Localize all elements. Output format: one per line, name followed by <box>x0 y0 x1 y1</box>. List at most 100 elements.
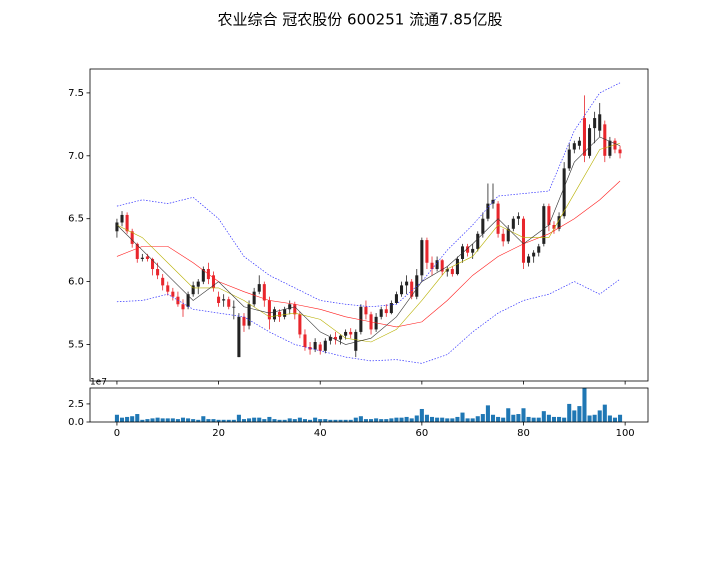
candle-body <box>435 260 439 270</box>
volume-bar <box>145 419 150 422</box>
candle-body <box>156 269 160 276</box>
x-tick-label: 20 <box>212 428 225 439</box>
candle-body <box>588 128 592 156</box>
candle-body <box>161 277 165 286</box>
x-tick-label: 60 <box>415 428 428 439</box>
volume-bar <box>323 419 328 422</box>
volume-bar <box>485 405 490 422</box>
candle-body <box>211 275 216 288</box>
volume-bar <box>348 419 353 422</box>
candle-body <box>430 262 434 270</box>
candle-body <box>521 218 526 263</box>
volume-bar <box>465 418 470 422</box>
volume-bar <box>257 417 262 422</box>
volume-bar <box>424 414 429 422</box>
volume-bar <box>363 419 368 422</box>
volume-bar <box>353 417 358 422</box>
candle-body <box>145 256 149 259</box>
candle-body <box>547 206 551 225</box>
candle-body <box>440 260 444 272</box>
volume-bar <box>496 416 501 422</box>
candle-body <box>293 304 297 315</box>
volume-bar <box>262 419 267 422</box>
volume-bar <box>394 417 399 422</box>
candle-body <box>140 257 144 259</box>
volume-bar <box>409 418 414 422</box>
volume-bar <box>216 419 221 422</box>
line <box>116 82 621 308</box>
y-tick-label: 5.5 <box>68 340 84 351</box>
volume-bar <box>516 414 521 422</box>
candle-body <box>267 300 271 320</box>
candle-body <box>476 233 480 249</box>
y-tick-label: 7.5 <box>68 88 84 99</box>
volume-bar <box>191 419 196 422</box>
candle-body <box>486 203 490 219</box>
volume-bar <box>221 419 226 422</box>
candle-body <box>582 118 586 156</box>
candle-body <box>379 309 383 317</box>
volume-bar <box>602 404 607 422</box>
volume-bar <box>618 414 623 422</box>
candle-body <box>384 309 388 314</box>
candle-body <box>232 306 236 308</box>
candle-body <box>389 303 393 314</box>
volume-bar <box>419 408 424 422</box>
volume-bar <box>302 419 307 422</box>
x-tick-label: 40 <box>314 428 327 439</box>
volume-bar <box>414 415 419 422</box>
volume-bar <box>435 417 440 422</box>
candle-body <box>394 294 398 303</box>
volume-bar <box>201 416 206 422</box>
candle-body <box>120 214 124 223</box>
candle-body <box>262 284 266 301</box>
volume-bar <box>297 417 302 422</box>
volume-bar <box>135 414 140 422</box>
volume-bar <box>389 418 394 422</box>
volume-bar <box>379 419 384 422</box>
x-tick-label: 0 <box>114 428 120 439</box>
line <box>116 136 621 345</box>
volume-bar <box>490 414 496 422</box>
volume-bar <box>582 388 587 422</box>
volume-bar <box>313 417 318 422</box>
candle-body <box>135 243 139 259</box>
candle-body <box>222 299 226 301</box>
volume-bar <box>567 403 572 422</box>
volume-bar <box>308 419 313 422</box>
volume-bar <box>211 419 216 422</box>
volume-bar <box>526 416 531 422</box>
volume-bar <box>501 417 506 422</box>
candle-body <box>445 269 449 272</box>
candle-body <box>455 258 459 275</box>
volume-bar <box>165 418 170 422</box>
candle-body <box>567 149 571 169</box>
volume-bar <box>607 415 612 422</box>
volume-bar <box>358 416 363 422</box>
volume-bar <box>541 411 546 422</box>
volume-bar <box>506 408 511 422</box>
x-tick-label: 100 <box>616 428 635 439</box>
volume-bar <box>277 419 282 422</box>
y-tick-label: 6.0 <box>68 277 84 288</box>
candle-body <box>577 140 581 146</box>
candle-body <box>562 168 566 217</box>
candle-body <box>400 285 404 295</box>
volume-bar <box>511 414 516 422</box>
volume-bar <box>369 419 374 422</box>
candle-body <box>181 304 185 310</box>
volume-bar <box>114 414 119 422</box>
volume-bar <box>241 419 247 422</box>
candle-body <box>313 342 317 350</box>
volume-bar <box>572 410 577 422</box>
candle-body <box>420 240 424 276</box>
candle-body <box>466 246 470 253</box>
volume-bar <box>196 419 201 422</box>
volume-bar <box>236 414 241 422</box>
candle-body <box>552 225 556 229</box>
candle-body <box>237 316 241 358</box>
volume-bar <box>125 416 130 422</box>
candle-body <box>613 140 617 150</box>
volume-bar <box>130 416 135 422</box>
volume-bar <box>282 419 287 422</box>
